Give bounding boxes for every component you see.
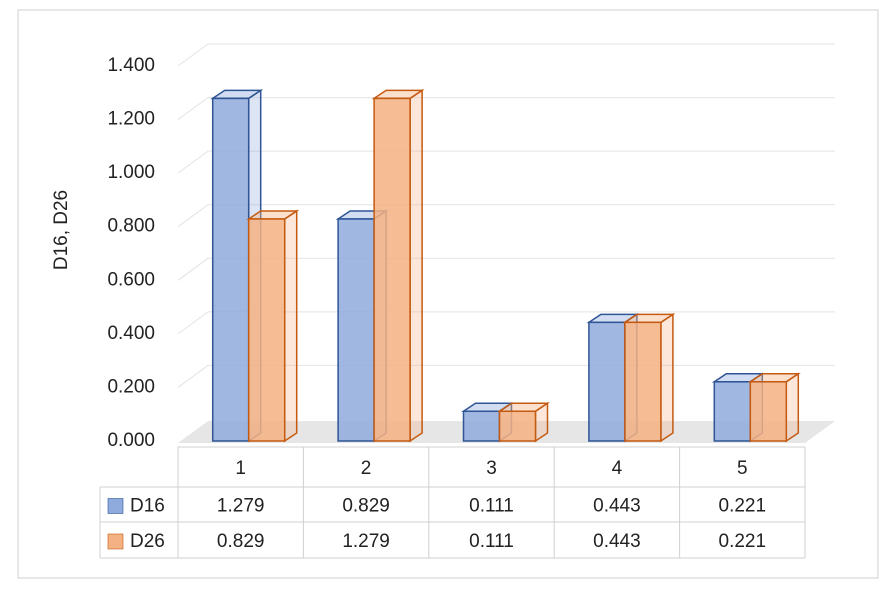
y-tick-label: 0.800 (107, 216, 155, 237)
x-tick-label: 1 (235, 458, 246, 479)
data-table-value: 0.111 (469, 531, 514, 552)
bar-side (785, 372, 800, 443)
bar (211, 97, 250, 442)
y-tick-label: 0.000 (107, 430, 155, 451)
x-tick-label: 4 (612, 458, 623, 479)
bar (713, 381, 752, 442)
grid-line (177, 150, 835, 174)
bar (247, 218, 286, 442)
x-tick-label: 3 (486, 458, 497, 479)
x-tick-label: 2 (361, 458, 372, 479)
grid-line (177, 43, 835, 67)
legend-label: D26 (130, 531, 165, 552)
y-tick-label: 0.600 (107, 269, 155, 290)
data-table-value: 1.279 (217, 496, 265, 517)
x-tick-label: 5 (737, 458, 748, 479)
bar (373, 97, 411, 442)
data-table-value: 1.279 (342, 531, 390, 552)
bar-side (283, 209, 298, 443)
y-tick-label: 1.200 (107, 109, 155, 130)
data-table-value: 0.443 (593, 531, 641, 552)
bar (462, 410, 501, 442)
bar (588, 321, 626, 442)
y-tick-label: 1.000 (107, 162, 155, 183)
legend-key (107, 533, 124, 550)
y-tick-label: 0.200 (107, 376, 155, 397)
chart-frame (17, 9, 879, 579)
y-axis-title: D16, D26 (51, 190, 72, 270)
data-table-value: 0.221 (719, 531, 767, 552)
data-table-value: 0.221 (719, 496, 767, 517)
grid-line (177, 257, 835, 281)
grid-line (177, 204, 835, 228)
grid-line (177, 311, 835, 335)
y-tick-label: 0.400 (107, 323, 155, 344)
data-table-value: 0.829 (342, 496, 390, 517)
data-table-value: 0.111 (469, 496, 514, 517)
legend-key (107, 498, 124, 514)
data-table-value: 0.443 (593, 496, 641, 517)
bar (749, 381, 788, 442)
bar (337, 218, 375, 442)
data-table-value: 0.829 (217, 531, 265, 552)
grid-line (177, 97, 835, 120)
bar (624, 321, 662, 442)
bar (498, 410, 537, 442)
bar-side (660, 312, 674, 443)
bar-side (409, 89, 423, 443)
legend-label: D16 (130, 496, 165, 517)
y-tick-label: 1.400 (107, 55, 155, 76)
